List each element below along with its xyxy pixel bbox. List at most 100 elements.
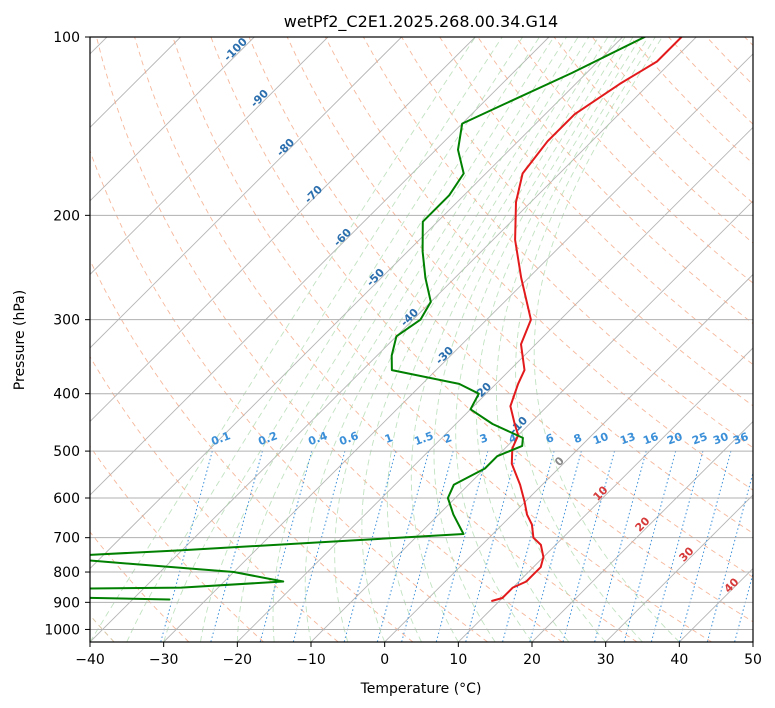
mixing-ratio-line bbox=[623, 450, 677, 642]
mixing-ratio-label: 8 bbox=[572, 431, 584, 446]
dry-adiabat-line bbox=[90, 355, 339, 642]
mixing-ratio-line bbox=[401, 450, 454, 642]
mixing-ratio-label: 10 bbox=[591, 430, 610, 448]
y-axis-label: Pressure (hPa) bbox=[12, 290, 28, 390]
chart-title: wetPf2_C2E1.2025.268.00.34.G14 bbox=[284, 12, 558, 32]
y-tick-label: 200 bbox=[53, 208, 80, 224]
mixing-ratio-label: 1 bbox=[383, 431, 395, 446]
mixing-ratio-label: 0.4 bbox=[306, 429, 329, 448]
pressure-grid bbox=[90, 37, 753, 630]
profile-line bbox=[491, 37, 683, 602]
moist-adiabat-line bbox=[304, 37, 579, 642]
moist-adiabat-line bbox=[90, 37, 476, 642]
y-tick-label: 100 bbox=[53, 30, 80, 46]
mixing-ratio-line bbox=[160, 450, 213, 642]
mixing-ratio-line bbox=[650, 450, 704, 642]
mixing-ratio-label: 0.2 bbox=[256, 429, 279, 448]
x-tick-label: 30 bbox=[597, 652, 615, 668]
moist-adiabat-line bbox=[236, 37, 555, 642]
mixing-ratio-label: 20 bbox=[665, 430, 684, 448]
moist-adiabat-line bbox=[361, 37, 599, 642]
mixing-ratio-line bbox=[343, 450, 397, 642]
dry-adiabat-line bbox=[248, 37, 753, 578]
mixing-ratio-label: 16 bbox=[641, 430, 660, 448]
mixing-ratio-line bbox=[435, 450, 489, 642]
moist-adiabat-line bbox=[163, 37, 523, 642]
mixing-ratio-label: 0.6 bbox=[337, 429, 360, 448]
isotherm-line bbox=[90, 37, 255, 202]
mixing-ratio-line bbox=[734, 571, 753, 642]
y-tick-label: 800 bbox=[53, 565, 80, 581]
background-lines bbox=[90, 37, 753, 642]
mixing-ratio-label: 0.1 bbox=[209, 429, 232, 448]
x-tick-label: 50 bbox=[744, 652, 762, 668]
mixing-ratio-line bbox=[678, 450, 732, 642]
isotherm-line bbox=[163, 53, 753, 642]
moist-adiabat-line bbox=[200, 37, 540, 642]
isotherm-line bbox=[90, 37, 476, 423]
dry-adiabat-line bbox=[90, 149, 488, 642]
x-tick-label: −10 bbox=[296, 652, 326, 668]
dry-adiabat-line bbox=[210, 37, 753, 623]
x-tick-label: 20 bbox=[523, 652, 541, 668]
moist-adiabat-line bbox=[410, 37, 618, 642]
x-tick-label: 0 bbox=[380, 652, 389, 668]
mixing-ratio-label: 2 bbox=[442, 431, 454, 446]
moist-adiabat-line bbox=[272, 37, 567, 642]
moist-adiabat-line bbox=[126, 37, 503, 642]
y-tick-label: 1000 bbox=[44, 622, 80, 638]
mixing-ratio-line bbox=[562, 450, 615, 642]
y-tick-label: 500 bbox=[53, 444, 80, 460]
dry-adiabat-line bbox=[90, 259, 414, 642]
isotherm-line bbox=[90, 37, 623, 570]
isotherm-line bbox=[90, 37, 550, 496]
mixing-ratio-line bbox=[210, 450, 263, 642]
dry-adiabat-line bbox=[172, 37, 712, 642]
x-axis: −40 −30 −20 −10 0 10 20 30 40 50 bbox=[75, 642, 762, 668]
mixing-ratio-line bbox=[465, 450, 518, 642]
dry-adiabat-line bbox=[134, 37, 638, 642]
y-axis: 100 200 300 400 500 600 700 800 900 1000 bbox=[44, 30, 90, 638]
isotherm-line bbox=[90, 37, 697, 642]
mixing-ratio-line bbox=[502, 450, 555, 642]
y-tick-label: 300 bbox=[53, 313, 80, 329]
isotherm-line bbox=[531, 420, 753, 642]
y-tick-label: 700 bbox=[53, 531, 80, 547]
moist-adiabat-line bbox=[475, 37, 642, 642]
moist-adiabat-line bbox=[455, 37, 634, 642]
mixing-ratio-label: 30 bbox=[711, 430, 730, 448]
mixing-ratio-label: 36 bbox=[731, 430, 750, 448]
plot-area bbox=[90, 37, 753, 642]
x-tick-label: −30 bbox=[149, 652, 179, 668]
mixing-ratio-label: 25 bbox=[690, 430, 709, 447]
mixing-ratio-line bbox=[594, 450, 647, 642]
mixing-ratio-label: 6 bbox=[544, 431, 556, 446]
dry-adiabat-line bbox=[515, 37, 753, 284]
x-tick-label: −40 bbox=[75, 652, 105, 668]
x-axis-label: Temperature (°C) bbox=[360, 681, 482, 697]
y-tick-label: 400 bbox=[53, 387, 80, 403]
mixing-ratio-label: 4 bbox=[507, 431, 519, 446]
x-tick-label: −20 bbox=[223, 652, 253, 668]
dry-adiabat-line bbox=[96, 37, 563, 642]
moist-adiabat-line bbox=[334, 37, 590, 642]
mixing-ratio-label: 1.5 bbox=[412, 429, 435, 448]
mixing-ratio-line bbox=[259, 450, 313, 642]
mixing-ratio-line bbox=[292, 450, 346, 642]
isotherm-line bbox=[90, 37, 402, 349]
x-tick-label: 10 bbox=[449, 652, 467, 668]
profile-lines bbox=[90, 37, 683, 602]
isotherm-line bbox=[384, 273, 753, 642]
moist-adiabat-line bbox=[495, 37, 649, 642]
mixing-ratio-line bbox=[706, 471, 753, 642]
dry-adiabat-line bbox=[286, 37, 753, 534]
moist-adiabat-line bbox=[533, 37, 680, 642]
isotherm-line bbox=[458, 347, 753, 642]
mixing-ratio-line bbox=[376, 450, 430, 642]
profile-line bbox=[90, 37, 646, 601]
dry-adiabat-line bbox=[90, 445, 264, 642]
mixing-ratio-label: 13 bbox=[618, 430, 637, 447]
x-tick-label: 40 bbox=[670, 652, 688, 668]
y-tick-label: 900 bbox=[53, 595, 80, 611]
